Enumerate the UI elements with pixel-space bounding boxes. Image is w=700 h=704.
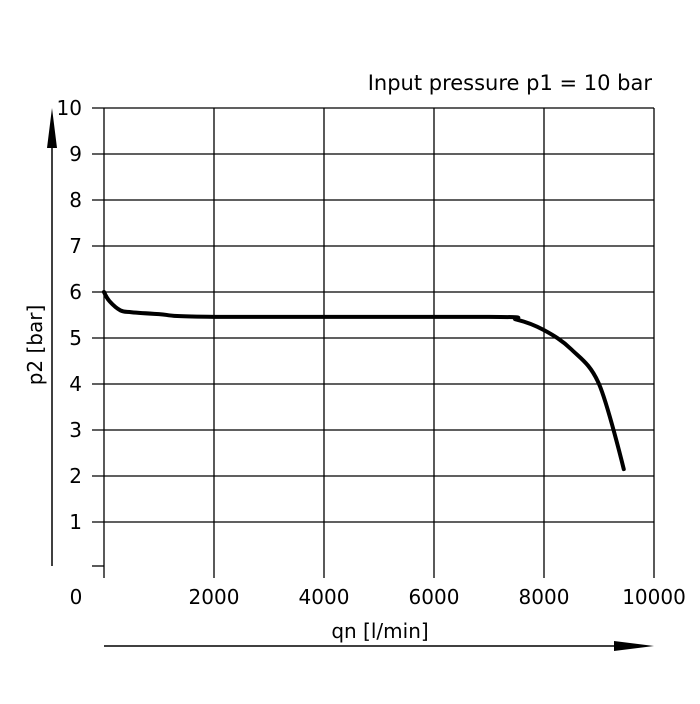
- y-tick-labels: 1 2 3 4 5 6 7 8 9 10: [57, 96, 82, 534]
- y-tick-label: 10: [57, 96, 82, 120]
- y-tick-label: 9: [69, 142, 82, 166]
- y-tick-label: 5: [69, 326, 82, 350]
- y-tick-label: 4: [69, 372, 82, 396]
- x-axis-arrow: [104, 641, 654, 651]
- y-tick-label: 6: [69, 280, 82, 304]
- x-tick-label: 2000: [189, 585, 240, 609]
- y-axis-label: p2 [bar]: [23, 305, 47, 386]
- y-tick-label: 2: [69, 464, 82, 488]
- y-tick-label: 8: [69, 188, 82, 212]
- grid: [92, 107, 655, 578]
- chart-title: Input pressure p1 = 10 bar: [368, 71, 653, 95]
- x-origin-label: 0: [70, 585, 83, 609]
- x-tick-labels: 2000 4000 6000 8000 10000: [189, 585, 686, 609]
- series-line: [102, 290, 626, 472]
- x-tick-label: 10000: [622, 585, 686, 609]
- y-axis-arrow: [47, 108, 57, 566]
- x-axis-label: qn [l/min]: [331, 619, 428, 643]
- y-tick-label: 7: [69, 234, 82, 258]
- x-tick-label: 6000: [409, 585, 460, 609]
- x-tick-label: 4000: [299, 585, 350, 609]
- y-tick-label: 1: [69, 510, 82, 534]
- x-tick-label: 8000: [519, 585, 570, 609]
- y-tick-label: 3: [69, 418, 82, 442]
